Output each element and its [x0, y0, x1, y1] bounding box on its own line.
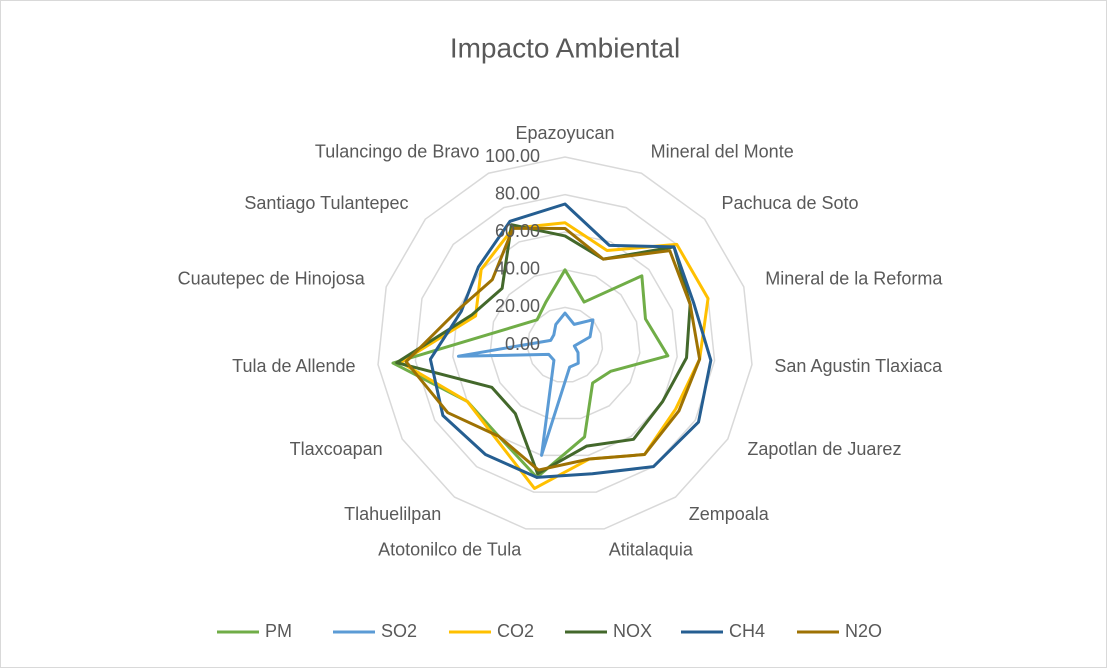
category-label: Mineral de la Reforma — [765, 269, 943, 289]
category-label: Mineral del Monte — [651, 141, 794, 161]
y-tick-label: 80.00 — [495, 183, 540, 203]
category-label: Atotonilco de Tula — [378, 540, 522, 560]
category-label: Zempoala — [689, 504, 770, 524]
legend-label: SO2 — [381, 621, 417, 641]
y-tick-label: 40.00 — [495, 259, 540, 279]
grid-ring — [489, 269, 641, 420]
category-label: Zapotlan de Juarez — [747, 439, 901, 459]
legend-label: N2O — [845, 621, 882, 641]
category-label: Tlahuelilpan — [344, 504, 441, 524]
category-label: Atitalaquia — [609, 540, 694, 560]
chart-title: Impacto Ambiental — [450, 32, 680, 63]
y-tick-label: 20.00 — [495, 296, 540, 316]
grid-ring — [377, 156, 753, 530]
category-label: Cuautepec de Hinojosa — [178, 269, 366, 289]
category-label: Tula de Allende — [232, 356, 355, 376]
category-label: Santiago Tulantepec — [244, 193, 408, 213]
category-label: Epazoyucan — [515, 123, 614, 143]
legend-label: CO2 — [497, 621, 534, 641]
category-label: Tulancingo de Bravo — [315, 141, 479, 161]
series-line — [456, 311, 595, 457]
legend-label: NOX — [613, 621, 652, 641]
legend-label: CH4 — [729, 621, 765, 641]
y-tick-label: 100.00 — [485, 146, 540, 166]
series-line — [391, 268, 670, 479]
series-line — [428, 202, 713, 479]
category-label: Tlaxcoapan — [290, 439, 383, 459]
category-label: Pachuca de Soto — [721, 193, 858, 213]
series-line — [404, 226, 702, 472]
legend-label: PM — [265, 621, 292, 641]
y-tick-label: 0.00 — [505, 334, 540, 354]
y-tick-label: 60.00 — [495, 221, 540, 241]
series-line — [395, 223, 692, 476]
category-label: San Agustin Tlaxiaca — [774, 356, 943, 376]
